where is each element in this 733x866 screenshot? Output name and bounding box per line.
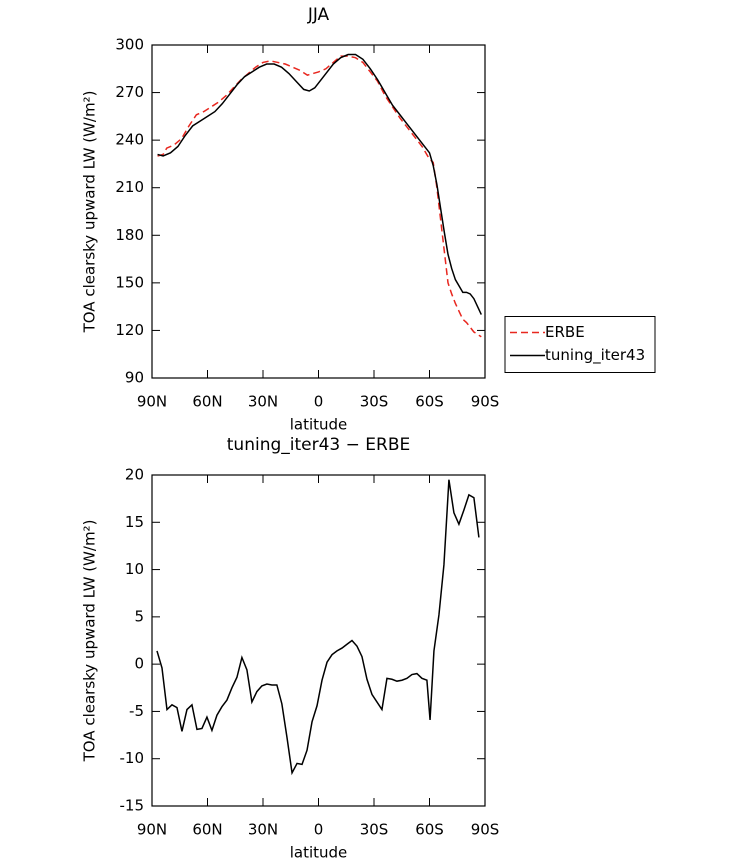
y-tick-label: -10 [120, 749, 145, 767]
x-tick-label: 30N [248, 393, 278, 411]
x-tick-label: 60S [415, 821, 444, 839]
x-tick-label: 60S [415, 393, 444, 411]
y-tick-label: 10 [125, 560, 144, 578]
x-tick-label: 0 [314, 393, 324, 411]
x-tick-label: 30S [360, 393, 389, 411]
y-tick-label: 15 [125, 513, 144, 531]
y-tick-label: 240 [115, 131, 144, 149]
x-tick-label: 0 [314, 821, 324, 839]
x-tick-label: 60N [192, 393, 222, 411]
y-axis-label: TOA clearsky upward LW (W/m²) [81, 520, 99, 763]
y-tick-label: 120 [115, 321, 144, 339]
legend-label: ERBE [545, 323, 585, 341]
data-line [157, 53, 482, 315]
y-tick-label: 150 [115, 273, 144, 291]
x-tick-label: 90S [471, 821, 500, 839]
x-axis-label: latitude [290, 844, 348, 862]
data-line [156, 479, 480, 776]
y-tick-label: -15 [120, 797, 145, 815]
y-tick-label: 210 [115, 178, 144, 196]
y-tick-label: 270 [115, 83, 144, 101]
y-tick-label: 20 [125, 466, 144, 484]
y-tick-label: -5 [129, 702, 144, 720]
x-tick-label: 90N [137, 821, 167, 839]
plot-frame [151, 44, 486, 379]
x-tick-label: 30N [248, 821, 278, 839]
chart-title: tuning_iter43 − ERBE [227, 435, 410, 455]
chart-title: JJA [307, 5, 330, 25]
y-tick-label: 180 [115, 226, 144, 244]
x-tick-label: 90N [137, 393, 167, 411]
x-axis-label: latitude [290, 416, 348, 434]
x-tick-label: 30S [360, 821, 389, 839]
legend-box [504, 316, 656, 373]
y-tick-label: 90 [125, 369, 144, 387]
x-tick-label: 90S [471, 393, 500, 411]
data-line [157, 55, 482, 338]
legend-label: tuning_iter43 [545, 346, 645, 365]
y-tick-label: 0 [134, 655, 144, 673]
x-tick-label: 60N [192, 821, 222, 839]
plot-frame [151, 474, 486, 807]
y-tick-label: 300 [115, 36, 144, 54]
y-tick-label: 5 [134, 607, 144, 625]
y-axis-label: TOA clearsky upward LW (W/m²) [81, 91, 99, 334]
